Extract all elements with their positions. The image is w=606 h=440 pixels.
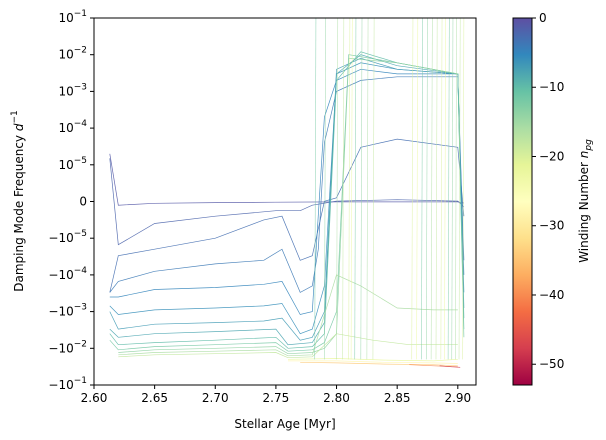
series-line — [287, 358, 458, 362]
spike-line — [447, 18, 450, 360]
y-tick-exponent: −1 — [74, 376, 87, 386]
y-tick-label: −10−4 — [48, 266, 87, 282]
colorbar-ticks: 0 −10 −20 −30 −40 −50 — [532, 11, 564, 371]
series-line — [288, 360, 458, 364]
spike-line — [314, 18, 317, 360]
series-line — [118, 274, 458, 357]
y-tick-base: 10 — [58, 48, 73, 62]
y-tick-exponent: −5 — [74, 156, 87, 166]
y-tick-base: 10 — [58, 121, 73, 135]
y-tick-exponent: −1 — [74, 9, 87, 19]
series-line — [109, 62, 465, 335]
y-tick-label: 0 — [79, 195, 87, 209]
y-axis-label-exponent: −1 — [10, 110, 20, 123]
y-tick-exponent: −3 — [74, 82, 87, 92]
x-tick-label: 2.75 — [263, 391, 290, 405]
y-tick-exponent: −3 — [74, 303, 87, 313]
y-tick-label: 10−4 — [58, 119, 87, 135]
y-tick-label: 10−2 — [58, 46, 87, 62]
y-tick-base: −10 — [48, 341, 73, 355]
y-tick-base: −10 — [48, 231, 73, 245]
y-tick-base: −10 — [48, 305, 73, 319]
colorbar-label-symbol: n — [577, 151, 591, 159]
y-tick-exponent: −4 — [74, 119, 88, 129]
spike-line — [366, 18, 369, 360]
series-lines — [109, 51, 465, 368]
series-line — [109, 57, 465, 341]
plot-frame — [93, 17, 477, 386]
series-line — [300, 361, 458, 367]
y-tick-label: 10−3 — [58, 82, 87, 98]
series-line — [118, 57, 458, 355]
y-axis-label-unit: d — [12, 123, 26, 131]
series-line — [109, 158, 465, 246]
series-line — [109, 138, 465, 293]
spike-line — [435, 18, 438, 360]
x-tick-label: 2.90 — [444, 391, 471, 405]
spike-line — [348, 18, 351, 360]
colorbar — [512, 17, 533, 386]
series-line — [109, 76, 465, 293]
colorbar-label-text: Winding Number — [577, 162, 591, 263]
spike-line — [425, 18, 428, 360]
spike-line — [411, 18, 414, 360]
y-axis-label: Damping Mode Frequency d−1 — [10, 110, 26, 292]
y-tick-label: 10−1 — [58, 9, 87, 25]
y-tick-label: −10−3 — [48, 303, 87, 319]
colorbar-label-subscript: pg — [584, 139, 594, 152]
spike-line — [342, 18, 345, 360]
series-line — [109, 68, 465, 315]
x-tick-label: 2.65 — [141, 391, 168, 405]
spike-line — [354, 18, 357, 360]
spike-line — [336, 18, 339, 360]
series-line — [439, 365, 461, 368]
spike-line — [324, 18, 326, 360]
y-tick-exponent: −5 — [74, 229, 87, 239]
spike-line — [372, 18, 375, 360]
y-tick-base: −10 — [48, 378, 73, 392]
colorbar-tick-label: −30 — [539, 219, 564, 233]
colorbar-tick-label: 0 — [539, 11, 547, 25]
series-line — [109, 54, 465, 346]
x-axis-ticks: 2.60 2.65 2.70 2.75 2.80 2.85 2.90 — [81, 385, 471, 405]
spike-line — [430, 18, 433, 360]
y-axis-label-text: Damping Mode Frequency — [12, 131, 26, 292]
y-tick-label: −10−1 — [48, 376, 87, 392]
y-tick-exponent: −4 — [74, 266, 88, 276]
spike-line — [440, 18, 443, 360]
colorbar-tick-label: −40 — [539, 288, 564, 302]
x-tick-label: 2.80 — [323, 391, 350, 405]
y-tick-base: 10 — [58, 84, 73, 98]
y-tick-label: −10−2 — [48, 339, 87, 355]
colorbar-tick-label: −20 — [539, 149, 564, 163]
y-tick-exponent: −2 — [74, 46, 87, 56]
spike-line — [451, 18, 454, 360]
series-line — [109, 153, 464, 206]
spike-line — [458, 18, 461, 360]
y-axis-ticks: 10−110−210−310−410−50−10−5−10−4−10−3−10−… — [48, 9, 94, 392]
colorbar-tick-label: −10 — [539, 80, 564, 94]
series-line — [118, 333, 458, 359]
y-tick-label: −10−5 — [48, 229, 87, 245]
spike-line — [416, 18, 419, 360]
spike-line — [350, 18, 353, 360]
y-tick-base: 10 — [58, 11, 73, 25]
spike-line — [360, 18, 363, 360]
spike-line — [421, 18, 423, 360]
y-tick-label: 10−5 — [58, 156, 87, 172]
y-tick-base: −10 — [48, 268, 73, 282]
x-axis-label: Stellar Age [Myr] — [234, 417, 335, 431]
y-tick-exponent: −2 — [74, 339, 87, 349]
x-tick-label: 2.60 — [81, 391, 108, 405]
x-tick-label: 2.85 — [384, 391, 411, 405]
spike-line — [455, 18, 457, 360]
x-tick-label: 2.70 — [202, 391, 229, 405]
y-tick-base: 10 — [58, 158, 73, 172]
colorbar-tick-label: −50 — [539, 357, 564, 371]
instability-spikes — [314, 18, 465, 360]
spike-line — [444, 18, 446, 360]
spike-line — [462, 18, 465, 360]
colorbar-label: Winding Number npg — [577, 139, 594, 263]
